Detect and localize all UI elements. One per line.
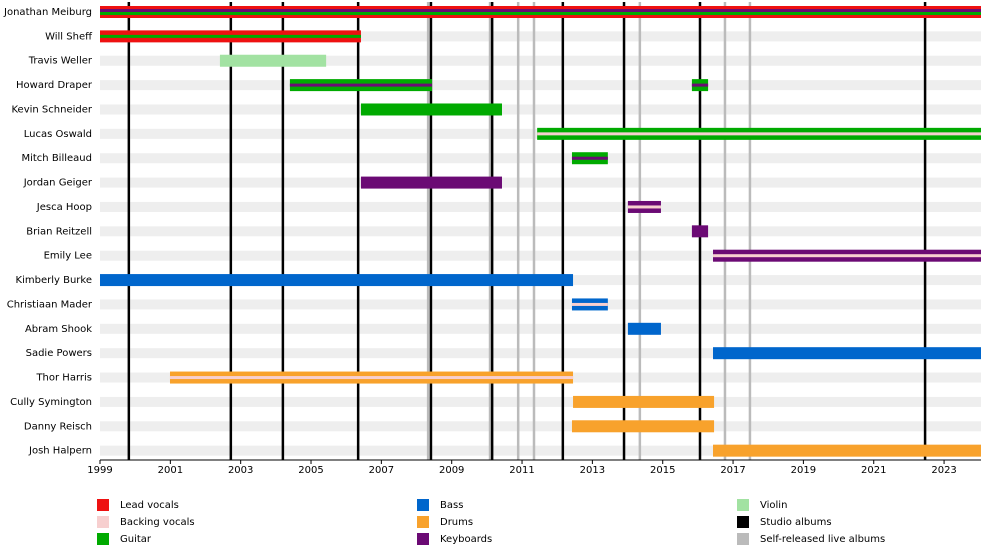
member-label: Cully Symington — [10, 397, 92, 408]
row-stripe — [100, 153, 981, 164]
row-stripe — [100, 201, 981, 212]
member-bar — [713, 444, 981, 457]
legend-swatch — [417, 533, 429, 545]
legend-swatch — [737, 533, 749, 545]
x-tick-label: 2013 — [580, 465, 605, 476]
member-label: Travis Weller — [28, 56, 93, 67]
x-tick-label: 2023 — [931, 465, 956, 476]
legend-label: Violin — [760, 500, 787, 511]
row-stripe — [100, 348, 981, 359]
role-stripe — [169, 376, 574, 380]
legend-swatch — [97, 499, 109, 511]
row-stripe — [100, 396, 981, 407]
row-stripe — [100, 323, 981, 334]
member-bar — [573, 395, 715, 408]
role-stripe — [100, 12, 981, 15]
member-label: Brian Reitzell — [26, 226, 92, 237]
legend-label: Self-released live albums — [760, 534, 885, 545]
row-stripe — [100, 31, 981, 42]
role-stripe — [100, 9, 981, 12]
row-stripe — [100, 445, 981, 456]
member-label: Will Sheff — [45, 31, 93, 42]
legend-label: Lead vocals — [120, 500, 179, 511]
member-bar — [627, 322, 661, 335]
legend-label: Bass — [440, 500, 463, 511]
member-label: Jordan Geiger — [23, 178, 93, 189]
member-label: Emily Lee — [44, 251, 92, 262]
x-tick-label: 2015 — [650, 465, 675, 476]
member-label: Kimberly Burke — [16, 275, 92, 286]
member-label: Jonathan Meiburg — [3, 7, 92, 18]
x-tick-label: 2005 — [298, 465, 323, 476]
legend-swatch — [737, 516, 749, 528]
x-tick-label: 2011 — [509, 465, 534, 476]
member-label: Howard Draper — [16, 80, 93, 91]
member-label: Lucas Oswald — [24, 129, 92, 140]
x-tick-label: 2017 — [720, 465, 745, 476]
x-tick-label: 2019 — [791, 465, 816, 476]
row-stripe — [100, 421, 981, 432]
member-label: Christiaan Mader — [7, 299, 93, 310]
member-bar — [713, 347, 981, 360]
role-stripe — [289, 83, 433, 87]
row-stripe — [100, 299, 981, 310]
member-label: Kevin Schneider — [12, 104, 93, 115]
legend-label: Drums — [440, 517, 473, 528]
legend-swatch — [417, 499, 429, 511]
member-label: Jesca Hoop — [36, 202, 92, 213]
x-tick-label: 2001 — [158, 465, 183, 476]
role-stripe — [713, 254, 981, 258]
role-stripe — [537, 132, 981, 136]
x-tick-label: 2003 — [228, 465, 253, 476]
member-bar — [100, 274, 574, 287]
member-label: Mitch Billeaud — [21, 153, 92, 164]
member-bar — [219, 54, 327, 67]
row-stripe — [100, 80, 981, 91]
legend-swatch — [737, 499, 749, 511]
legend-label: Guitar — [120, 534, 152, 545]
x-tick-label: 2009 — [439, 465, 464, 476]
member-label: Josh Halpern — [28, 446, 92, 457]
x-tick-label: 2021 — [861, 465, 886, 476]
member-bar — [691, 225, 709, 238]
legend-label: Backing vocals — [120, 517, 195, 528]
role-stripe — [627, 205, 661, 209]
member-label: Danny Reisch — [24, 421, 92, 432]
row-stripe — [100, 104, 981, 115]
x-tick-label: 2007 — [369, 465, 394, 476]
role-stripe — [571, 302, 608, 306]
x-tick-label: 1999 — [87, 465, 112, 476]
legend-label: Keyboards — [440, 534, 492, 545]
legend-swatch — [97, 533, 109, 545]
legend-swatch — [417, 516, 429, 528]
role-stripe — [571, 156, 608, 160]
role-stripe — [100, 34, 361, 38]
legend-swatch — [97, 516, 109, 528]
legend-label: Studio albums — [760, 517, 832, 528]
member-label: Thor Harris — [35, 373, 92, 384]
member-bar — [571, 420, 715, 433]
member-bar — [360, 103, 502, 116]
member-label: Abram Shook — [25, 324, 92, 335]
row-stripe — [100, 55, 981, 66]
row-stripe — [100, 177, 981, 188]
member-label: Sadie Powers — [26, 348, 92, 359]
row-stripe — [100, 226, 981, 237]
member-bar — [360, 176, 502, 189]
role-stripe — [691, 83, 709, 87]
row-stripe — [100, 250, 981, 261]
